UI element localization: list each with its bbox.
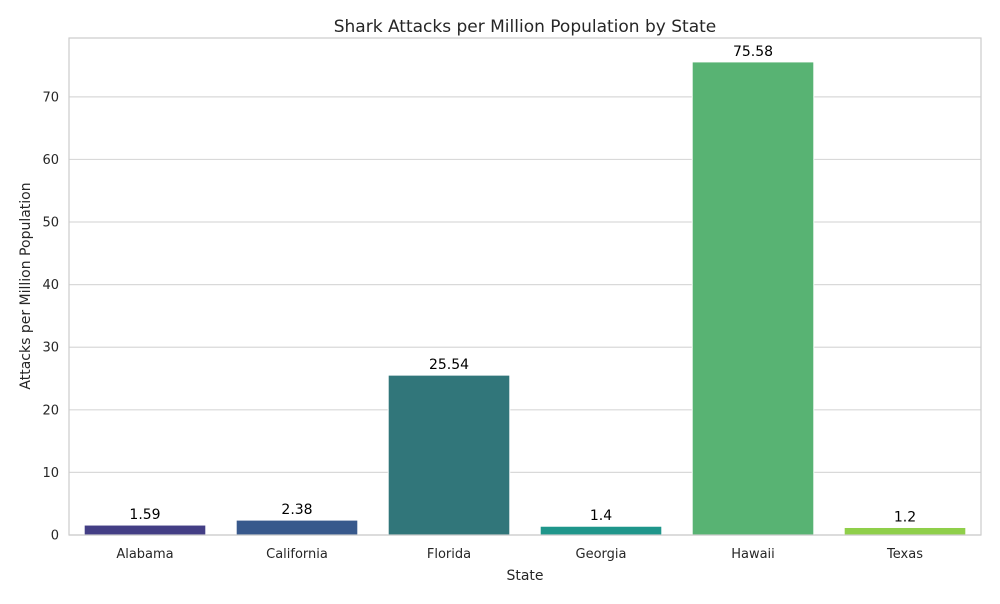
x-tick-label: Texas [886, 547, 923, 562]
y-tick-label: 20 [42, 403, 59, 418]
bar-california [235, 519, 359, 536]
y-tick-label: 10 [42, 466, 59, 481]
y-axis-label: Attacks per Million Population [18, 182, 34, 389]
x-tick-label: Alabama [116, 547, 173, 562]
bar-alabama [83, 524, 207, 536]
value-label: 75.58 [733, 44, 773, 60]
value-label: 1.4 [590, 508, 612, 524]
data-labels: 1.59 2.38 25.54 1.4 75.58 1.2 [129, 44, 916, 526]
x-tick-label: Georgia [576, 547, 627, 562]
bar-georgia [539, 525, 663, 536]
y-tick-label: 40 [42, 278, 59, 293]
value-label: 1.2 [894, 509, 916, 525]
y-tick-label: 30 [42, 341, 59, 356]
x-tick-label: California [266, 547, 328, 562]
tick-labels: 0 10 20 30 40 50 60 70 Alabama California Florida G… [42, 90, 923, 562]
x-tick-label: Florida [427, 547, 471, 562]
value-label: 2.38 [281, 502, 312, 518]
plot-frame [68, 37, 982, 536]
value-label: 1.59 [129, 507, 160, 523]
bar-hawaii [691, 61, 815, 536]
y-tick-label: 70 [42, 90, 59, 105]
x-axis-label: State [506, 568, 543, 584]
bars [83, 61, 967, 536]
y-tick-label: 50 [42, 216, 59, 231]
y-tick-label: 0 [51, 529, 59, 544]
value-label: 25.54 [429, 357, 469, 373]
chart-title: Shark Attacks per Million Population by … [334, 17, 717, 37]
x-tick-label: Hawaii [731, 547, 775, 562]
y-tick-label: 60 [42, 153, 59, 168]
bar-florida [387, 374, 511, 536]
bar-texas [843, 526, 967, 536]
